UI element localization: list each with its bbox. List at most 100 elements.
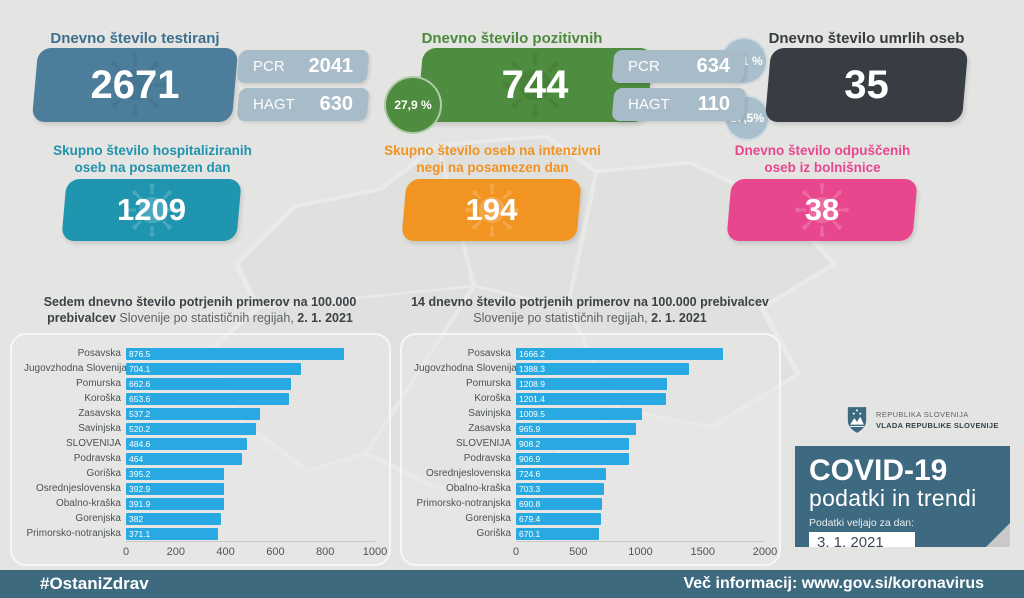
positives-value: 744 [501, 62, 569, 107]
axis-track: 0 500 1000 1500 2000 [513, 541, 777, 563]
bar-row: Zasavska 965.9 [414, 421, 765, 436]
discharged-title-line2: oseb iz bolnišnice [764, 160, 881, 175]
bar-value-label: 1201.4 [519, 393, 545, 404]
slovenia-map-watermark [204, 134, 838, 491]
bar-value-label: 382 [129, 513, 144, 524]
bar-value-label: 371.1 [129, 528, 151, 539]
bar-category-label: Osrednjeslovenska [35, 483, 121, 494]
axis-tick-label: 0 [122, 546, 130, 558]
bar-row: Koroška 653.6 [24, 391, 375, 406]
bar-row: SLOVENIJA 908.2 [414, 436, 765, 451]
bar-row: Pomurska 662.6 [24, 376, 375, 391]
bar-value-label: 464 [129, 453, 144, 464]
axis-tick-label: 200 [166, 546, 185, 558]
bar-category-label: Pomurska [75, 378, 121, 389]
bar-row: Osrednjeslovenska 724.6 [414, 466, 765, 481]
positives-hagt-pill: HAGT 110 [611, 88, 747, 121]
bar-category-label: Savinjska [78, 423, 121, 434]
axis-tick-label: 400 [216, 546, 235, 558]
bar-row: Zasavska 537.2 [24, 406, 375, 421]
positives-pcr-pill: PCR 634 [611, 50, 747, 83]
bar-category-label: Podravska [463, 453, 511, 464]
bar-track: 537.2 [126, 407, 375, 420]
hospitalized-value: 1209 [117, 192, 186, 227]
axis-track: 0 200 400 600 800 1000 [122, 541, 387, 563]
covid-date-label: Podatki veljajo za dan: [809, 517, 915, 529]
bar-track: 382 [126, 512, 375, 525]
chart-left-title-bold: Sedem dnevno število potrjenih primerov … [43, 295, 357, 325]
bar-track: 690.8 [516, 497, 765, 510]
bar-category-label: Posavska [77, 348, 121, 359]
bar: 653.6 [126, 392, 289, 405]
hospitalized-card: 1209 [61, 179, 242, 241]
chart-right-title: 14 dnevno število potrjenih primerov na … [405, 294, 775, 326]
x-axis: 0 500 1000 1500 2000 [414, 541, 777, 563]
bar-category-label: Gorenjska [465, 513, 511, 524]
testings-hagt-pill: HAGT 630 [236, 88, 370, 121]
bar-value-label: 906.9 [519, 453, 541, 464]
bar-value-label: 1666.2 [519, 348, 545, 359]
bar: 395.2 [126, 467, 225, 480]
testings-title: Dnevno število testiranj [50, 30, 220, 47]
axis-spacer [414, 541, 516, 563]
bar: 965.9 [516, 422, 637, 435]
footer-hashtag: #OstaniZdrav [40, 574, 149, 593]
bar-value-label: 395.2 [129, 468, 151, 479]
bar: 703.3 [516, 482, 604, 495]
government-logo-block: REPUBLIKA SLOVENIJA VLADA REPUBLIKE SLOV… [846, 406, 999, 434]
bar-value-label: 392.9 [129, 483, 151, 494]
bar-category-label: Posavska [467, 348, 511, 359]
discharged-title: Dnevno število odpuščenih oseb iz bolniš… [700, 142, 945, 176]
covid-info-card: COVID-19 podatki in trendi Podatki velja… [795, 446, 1010, 547]
bar-track: 908.2 [516, 437, 765, 450]
pcr-value: 634 [696, 55, 730, 77]
bar-row: Pomurska 1208.9 [414, 376, 765, 391]
bar-category-label: SLOVENIJA [455, 438, 511, 449]
footer-info-link: Več informacij: www.gov.si/koronavirus [683, 575, 984, 592]
chart-left-title-date: 2. 1. 2021 [297, 311, 353, 325]
positives-title: Dnevno število pozitivnih [421, 30, 603, 47]
covid-subtitle: podatki in trendi [809, 485, 977, 511]
bar-category-label: Jugovzhodna Slovenija [24, 363, 127, 374]
positives-share-circle: 27,9 % [384, 76, 442, 134]
bar-category-label: Obalno-kraška [445, 483, 511, 494]
footer-bar: #OstaniZdrav Več informacij: www.gov.si/… [0, 570, 1024, 598]
icu-title: Skupno število oseb na intenzivni negi n… [370, 142, 615, 176]
bar: 1009.5 [516, 407, 642, 420]
bar: 537.2 [126, 407, 260, 420]
bar: 1388.3 [516, 362, 689, 375]
bar-row: Gorenjska 679.4 [414, 511, 765, 526]
bar-category-label: SLOVENIJA [65, 438, 121, 449]
bar-value-label: 484.6 [129, 438, 151, 449]
virus-icon [795, 183, 849, 237]
bar: 391.9 [126, 497, 224, 510]
axis-tick-label: 1000 [362, 546, 388, 558]
bar: 1208.9 [516, 377, 667, 390]
virus-icon [502, 52, 568, 118]
chart-left-title-regular: Slovenije po statističnih regijah, [119, 311, 294, 325]
bar: 1666.2 [516, 347, 724, 360]
chart-right-title-bold: 14 dnevno število potrjenih primerov na … [411, 295, 769, 309]
bar: 670.1 [516, 527, 600, 540]
bar-category-label: Gorenjska [75, 513, 121, 524]
bar-value-label: 679.4 [519, 513, 541, 524]
slovenia-coat-of-arms-icon [847, 407, 867, 433]
bar-category-label: Goriška [86, 468, 121, 479]
bar-row: Savinjska 520.2 [24, 421, 375, 436]
bar-value-label: 690.8 [519, 498, 541, 509]
x-axis: 0 200 400 600 800 1000 [24, 541, 387, 563]
bar-row: Koroška 1201.4 [414, 391, 765, 406]
hagt-value: 630 [319, 93, 353, 115]
bar-value-label: 391.9 [129, 498, 151, 509]
bar: 371.1 [126, 527, 219, 540]
discharged-value: 38 [804, 192, 840, 227]
bar-track: 662.6 [126, 377, 375, 390]
bar-row: Goriška 670.1 [414, 526, 765, 541]
bar-track: 906.9 [516, 452, 765, 465]
hagt-label: HAGT [253, 96, 295, 113]
bar-row: Osrednjeslovenska 392.9 [24, 481, 375, 496]
icu-title-line1: Skupno število oseb na intenzivni [384, 143, 601, 158]
deaths-value: 35 [844, 62, 889, 107]
bar-track: 464 [126, 452, 375, 465]
